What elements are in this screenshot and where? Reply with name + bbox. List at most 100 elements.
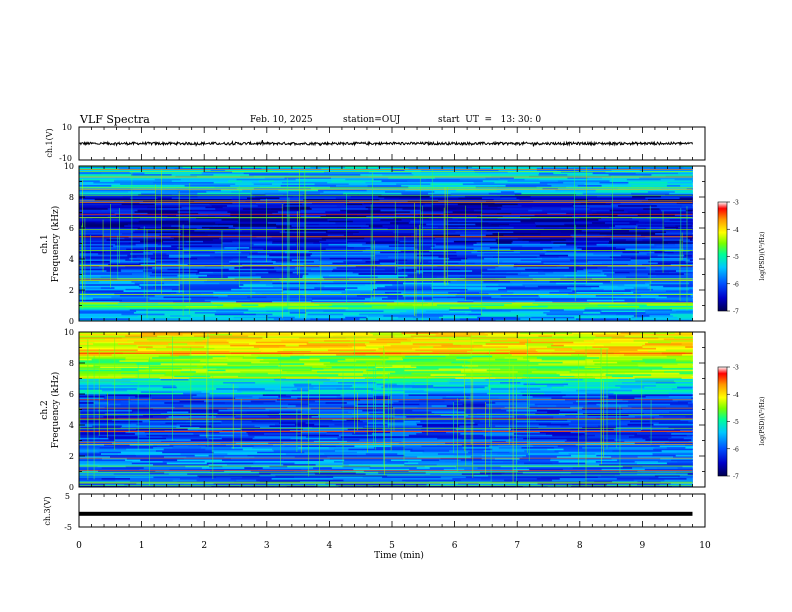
spectrogram-cell bbox=[334, 460, 387, 463]
spectrogram-cell bbox=[336, 387, 375, 390]
spectrogram-cell bbox=[156, 262, 188, 265]
spectrogram-cell bbox=[656, 245, 693, 248]
spectrogram-cell bbox=[541, 476, 599, 479]
spectrogram-cell bbox=[537, 285, 600, 288]
spectrogram-cell bbox=[462, 435, 519, 438]
spectrogram-cell bbox=[451, 184, 506, 187]
spectrogram-cell bbox=[255, 291, 282, 294]
spectrogram-cell bbox=[629, 271, 670, 274]
spectrogram-cell bbox=[523, 383, 569, 386]
spectrogram-cell bbox=[255, 195, 294, 198]
spectrogram-cell bbox=[633, 375, 691, 378]
spectrogram-cell bbox=[362, 448, 413, 451]
spectrogram-cell bbox=[377, 429, 435, 432]
spectrogram-cell bbox=[104, 266, 153, 269]
spectrogram-cell bbox=[540, 232, 601, 235]
spectrogram-cell bbox=[486, 404, 516, 407]
spectrogram-cell bbox=[79, 381, 121, 384]
spectrogram-cell bbox=[314, 186, 331, 189]
spectrogram-cell bbox=[348, 307, 395, 309]
spectrogram-cell bbox=[546, 313, 588, 316]
spectrogram-cell bbox=[134, 432, 149, 435]
spectrogram-cell bbox=[558, 460, 578, 463]
spectrogram-cell bbox=[119, 300, 174, 303]
spectrogram-cell bbox=[403, 420, 421, 423]
spectrogram-cell bbox=[136, 310, 151, 313]
spectrogram-cell bbox=[79, 440, 104, 443]
spectrogram-cell bbox=[389, 234, 412, 237]
spectrogram-cell bbox=[248, 358, 264, 361]
spectrogram-cell bbox=[517, 266, 539, 269]
spectrogram-cell bbox=[92, 297, 150, 300]
spectrogram-cell bbox=[571, 353, 585, 356]
spectrogram-cell bbox=[359, 438, 394, 441]
spectrogram-cell bbox=[208, 406, 250, 409]
spectrogram-cell bbox=[356, 214, 379, 217]
spectrogram-cell bbox=[79, 460, 96, 463]
spectrogram-cell bbox=[329, 220, 354, 223]
spectrogram-cell bbox=[79, 372, 122, 375]
spectrogram-cell bbox=[272, 183, 315, 185]
spectrogram-cell bbox=[106, 238, 154, 241]
spectrogram-cell bbox=[252, 485, 275, 488]
spectrogram-cell bbox=[338, 434, 367, 437]
spectrogram-cell bbox=[675, 224, 693, 227]
spectrogram-cell bbox=[387, 404, 432, 407]
spectrogram-cell bbox=[354, 404, 388, 407]
spectrogram-cell bbox=[262, 466, 314, 469]
spectrogram-cell bbox=[633, 338, 665, 341]
spectrogram-cell bbox=[455, 294, 501, 297]
spectrogram-cell bbox=[352, 432, 373, 435]
spectrogram-cell bbox=[206, 349, 264, 352]
spectrogram-cell bbox=[614, 474, 629, 477]
spectrogram-cell bbox=[286, 370, 318, 373]
spectrogram-cell bbox=[166, 462, 208, 465]
spectrogram-cell bbox=[339, 372, 391, 375]
spectrogram-cell bbox=[609, 226, 665, 229]
spectrogram-cell bbox=[329, 172, 374, 175]
spectrogram-cell bbox=[293, 195, 352, 198]
spectrogram-cell bbox=[479, 418, 537, 421]
spectrogram-cell bbox=[199, 476, 217, 479]
spectrogram-cell bbox=[305, 421, 368, 424]
spectrogram-cell bbox=[227, 210, 279, 213]
spectrogram-cell bbox=[661, 266, 693, 269]
spectrogram-cell bbox=[587, 414, 629, 417]
spectrogram-cell bbox=[473, 169, 499, 172]
spectrogram-cell bbox=[182, 319, 235, 322]
spectrogram-cell bbox=[655, 269, 677, 272]
spectrogram-cell bbox=[370, 332, 402, 334]
spectrogram-cell bbox=[257, 355, 291, 358]
spectrogram-cell bbox=[181, 206, 206, 209]
spectrogram-cell bbox=[436, 276, 461, 279]
spectrogram-cell bbox=[448, 228, 504, 230]
spectrogram-cell bbox=[294, 384, 353, 387]
spectrogram-cell bbox=[689, 288, 693, 291]
spectrogram-cell bbox=[510, 383, 524, 386]
spectrogram-cell bbox=[614, 438, 630, 441]
spectrogram-cell bbox=[499, 224, 537, 227]
spectrogram-cell bbox=[271, 477, 334, 480]
spectrogram-cell bbox=[125, 446, 154, 449]
spectrogram-cell bbox=[419, 403, 463, 406]
spectrogram-cell bbox=[602, 282, 646, 285]
spectrogram-cell bbox=[79, 231, 134, 234]
spectrogram-cell bbox=[113, 445, 158, 448]
spectrogram-cell bbox=[600, 366, 663, 369]
spectrogram-cell bbox=[218, 332, 270, 334]
spectrogram-cell bbox=[180, 452, 228, 455]
spectrogram-cell bbox=[92, 425, 122, 427]
spectrogram-cell bbox=[239, 245, 301, 248]
spectrogram-cell bbox=[120, 314, 138, 317]
spectrogram-cell bbox=[394, 307, 430, 309]
spectrogram-cell bbox=[299, 358, 321, 361]
spectrogram-cell bbox=[481, 272, 519, 275]
spectrogram-cell bbox=[511, 438, 567, 441]
spectrogram-cell bbox=[654, 446, 668, 449]
spectrogram-cell bbox=[377, 317, 413, 320]
spectrogram-cell bbox=[347, 269, 400, 272]
spectrogram-cell bbox=[459, 276, 507, 279]
spectrogram-cell bbox=[95, 460, 133, 463]
spectrogram-cell bbox=[680, 184, 693, 187]
spectrogram-cell bbox=[155, 349, 207, 352]
